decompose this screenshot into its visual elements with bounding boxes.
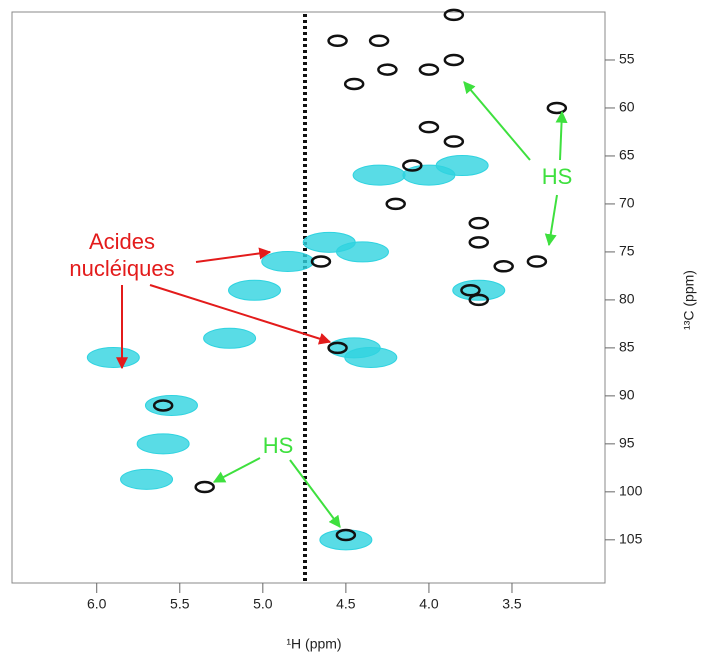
y-tick-label: 75 <box>619 243 635 259</box>
x-tick-label: 4.0 <box>419 596 439 612</box>
x-tick-label: 4.5 <box>336 596 356 612</box>
arrows-green <box>212 81 568 528</box>
peak <box>402 159 423 172</box>
peak <box>136 433 190 455</box>
peak <box>194 480 215 494</box>
arrows-red <box>116 247 332 370</box>
peak <box>203 327 257 349</box>
annotation: HS <box>263 433 294 458</box>
y-axis-label: ¹³C (ppm) <box>681 270 697 330</box>
peak <box>526 255 548 268</box>
y-tick-label: 65 <box>619 147 635 163</box>
peak <box>120 468 174 490</box>
peak <box>435 155 489 177</box>
x-tick-label: 5.5 <box>170 596 190 612</box>
peak <box>377 63 398 76</box>
x-axis-label: ¹H (ppm) <box>286 636 341 652</box>
peak <box>443 53 465 67</box>
peak <box>344 346 398 368</box>
peak <box>546 101 568 115</box>
peak <box>310 255 332 268</box>
peak <box>327 34 348 48</box>
peak <box>228 279 282 301</box>
peak <box>418 120 440 134</box>
x-tick-label: 5.0 <box>253 596 273 612</box>
peak <box>468 216 490 230</box>
peak <box>352 164 406 186</box>
peak <box>443 135 465 148</box>
peak <box>385 197 406 211</box>
peak <box>86 346 140 368</box>
plot-frame <box>11 11 606 584</box>
annotation: Acides <box>89 229 155 254</box>
y-tick-label: 60 <box>619 99 635 115</box>
peak <box>261 251 315 273</box>
peak <box>335 241 389 263</box>
peak <box>335 528 357 542</box>
annotation: HS <box>542 164 573 189</box>
x-tick-label: 6.0 <box>87 596 107 612</box>
peak <box>152 399 174 412</box>
y-tick-label: 100 <box>619 483 643 499</box>
y-tick-label: 70 <box>619 195 635 211</box>
peak <box>327 341 348 355</box>
peaks <box>86 8 568 551</box>
peak <box>468 236 490 249</box>
y-tick-label: 90 <box>619 387 635 403</box>
peak <box>418 63 440 76</box>
peak <box>493 260 514 273</box>
peak <box>460 284 481 297</box>
peak <box>368 34 390 48</box>
x-tick-label: 3.5 <box>502 596 522 612</box>
annotation: nucléiques <box>69 256 174 281</box>
y-tick-label: 80 <box>619 291 635 307</box>
y-tick-label: 55 <box>619 51 635 67</box>
peak <box>468 293 490 307</box>
y-tick-label: 95 <box>619 435 635 451</box>
peak <box>343 77 365 91</box>
peak <box>443 8 465 22</box>
y-tick-label: 85 <box>619 339 635 355</box>
y-tick-label: 105 <box>619 531 643 547</box>
